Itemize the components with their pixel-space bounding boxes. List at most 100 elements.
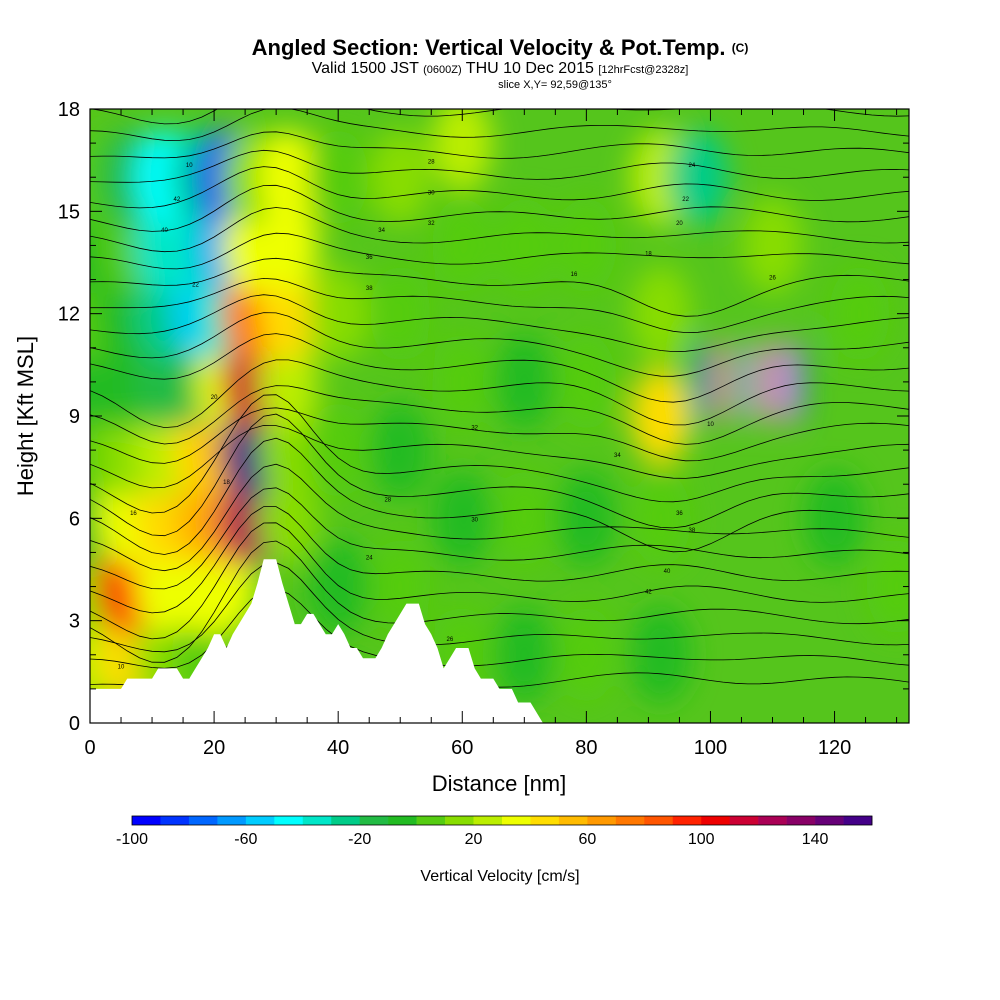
isentrope-line xyxy=(90,522,909,640)
colorbar-bin xyxy=(758,816,787,825)
velocity-cell xyxy=(258,197,319,294)
velocity-cell xyxy=(432,470,493,567)
isentrope-label: 26 xyxy=(769,276,776,282)
terrain xyxy=(90,559,909,723)
colorbar-bin xyxy=(701,816,730,825)
velocity-cell xyxy=(866,538,909,635)
isentrope-label: 40 xyxy=(161,228,168,234)
isentrope-line xyxy=(90,294,909,353)
colorbar-bin xyxy=(473,816,503,825)
isentrope-label: 42 xyxy=(645,589,652,595)
isentrope-line xyxy=(90,359,909,429)
isentrope-line xyxy=(90,166,909,209)
isentrope-label: 10 xyxy=(186,163,193,169)
colorbar-tick-label: 100 xyxy=(688,831,715,848)
velocity-cell xyxy=(630,368,691,464)
isentrope-line xyxy=(90,333,909,403)
colorbar-tick-label: 60 xyxy=(578,831,596,848)
isentrope-label: 36 xyxy=(366,255,373,261)
isentrope-label: 20 xyxy=(676,221,683,227)
x-tick-label: 100 xyxy=(694,737,727,759)
isentrope-label: 42 xyxy=(174,197,181,203)
isentrope-label: 24 xyxy=(366,555,373,561)
colorbar-bin xyxy=(188,816,218,825)
x-tick-label: 40 xyxy=(327,737,349,759)
isentrope-label: 10 xyxy=(707,422,714,428)
isentrope-line xyxy=(90,562,909,653)
isentrope-line xyxy=(90,394,909,514)
isentrope-label: 24 xyxy=(688,163,695,169)
colorbar-bin xyxy=(786,816,816,825)
isentrope-line xyxy=(90,257,909,317)
velocity-cell xyxy=(370,129,431,226)
velocity-cell xyxy=(630,606,691,703)
isentrope-label: 20 xyxy=(211,395,218,401)
isentrope-line xyxy=(90,277,909,334)
velocity-cell xyxy=(258,470,319,567)
isentrope-label: 16 xyxy=(130,511,137,517)
y-axis-title: Height [Kft MSL] xyxy=(13,336,38,496)
isentrope-label: 28 xyxy=(384,497,391,503)
isentrope-label: 32 xyxy=(471,426,478,432)
isentrope-label: 38 xyxy=(366,286,373,292)
colorbar-bin xyxy=(132,816,161,825)
colorbar-bin xyxy=(587,816,617,825)
colorbar-bin xyxy=(672,816,702,825)
title-unit-tag: (C) xyxy=(731,41,749,55)
colorbar-bin xyxy=(644,816,674,825)
isentrope-label: 32 xyxy=(428,221,435,227)
isentrope-label: 30 xyxy=(471,518,478,524)
colorbar-bin xyxy=(502,816,531,825)
isentrope-line xyxy=(90,424,909,489)
colorbar-bin xyxy=(331,816,360,825)
velocity-cell xyxy=(829,265,890,362)
velocity-cell xyxy=(630,470,691,567)
velocity-cell xyxy=(765,336,780,427)
colorbar-bin xyxy=(558,816,588,825)
isentrope-line xyxy=(90,131,909,159)
velocity-cell xyxy=(804,470,865,567)
isentrope-line xyxy=(90,149,909,183)
y-tick-label: 18 xyxy=(58,99,80,121)
colorbar: -100 -60 -20 20 60 100 140 xyxy=(116,815,873,848)
colorbar-bin xyxy=(160,816,190,825)
colorbar-bin xyxy=(416,816,446,825)
isentrope-label: 40 xyxy=(664,569,671,575)
colorbar-bin xyxy=(274,816,304,825)
colorbar-tick-label: -60 xyxy=(234,831,257,848)
colorbar-bin xyxy=(843,816,873,825)
isentrope-line xyxy=(90,463,909,572)
x-axis: 0 20 40 60 80 100 120 xyxy=(84,109,898,759)
isentrope-line xyxy=(90,588,909,669)
velocity-field xyxy=(90,109,909,723)
isentrope-line xyxy=(90,312,909,377)
x-tick-label: 60 xyxy=(451,737,473,759)
isentrope-label: 38 xyxy=(688,528,695,534)
colorbar-bin xyxy=(729,816,759,825)
isentrope-label: 30 xyxy=(428,190,435,196)
velocity-cell xyxy=(308,265,369,362)
isentrope-label: 28 xyxy=(428,160,435,166)
isentrope-line xyxy=(90,413,909,537)
isentrope-label: 34 xyxy=(614,453,621,459)
colorbar-bin xyxy=(530,816,560,825)
velocity-cell xyxy=(370,265,431,362)
slice-label: slice X,Y= 92,59@135° xyxy=(498,79,612,91)
velocity-cell xyxy=(308,402,369,499)
colorbar-title: Vertical Velocity [cm/s] xyxy=(420,868,579,885)
y-tick-label: 3 xyxy=(69,611,80,633)
velocity-cell xyxy=(715,336,730,427)
velocity-cell xyxy=(308,538,369,635)
x-tick-label: 0 xyxy=(84,737,95,759)
velocity-cell xyxy=(370,402,431,499)
isentrope-line xyxy=(90,612,909,688)
colorbar-bin xyxy=(217,816,247,825)
isentrope-label: 34 xyxy=(378,228,385,234)
isentrope-line xyxy=(90,207,909,253)
velocity-cell xyxy=(697,336,712,427)
colorbar-bin xyxy=(445,816,474,825)
y-tick-label: 9 xyxy=(69,406,80,428)
velocity-cell xyxy=(753,336,768,427)
